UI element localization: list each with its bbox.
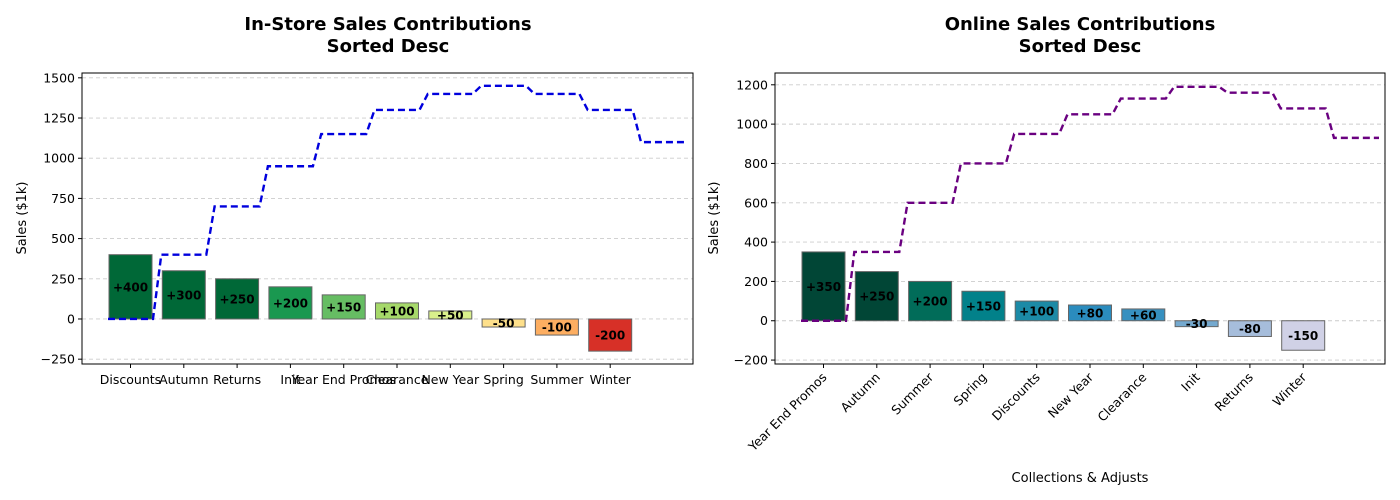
bar-value-label: +400 bbox=[113, 280, 148, 294]
bar bbox=[215, 278, 260, 320]
bar bbox=[108, 254, 153, 320]
bar-value-label: -200 bbox=[595, 329, 625, 343]
x-tick-label: Summer bbox=[530, 372, 584, 387]
x-tick-label: New Year bbox=[421, 372, 480, 387]
y-tick-label: 1200 bbox=[736, 77, 768, 92]
bar bbox=[534, 318, 579, 336]
bar bbox=[908, 280, 953, 322]
y-axis-label: Sales ($1k) bbox=[15, 182, 30, 255]
x-tick-label: New Year bbox=[1045, 369, 1097, 421]
bar bbox=[375, 302, 419, 320]
plot-frame bbox=[81, 72, 694, 365]
bar bbox=[1227, 320, 1272, 337]
chart-online: Online Sales Contributions Sorted Desc S… bbox=[707, 14, 1386, 486]
bar bbox=[1281, 320, 1326, 351]
chart-title-line1: In-Store Sales Contributions bbox=[244, 14, 531, 35]
bar-value-label: +150 bbox=[966, 299, 1001, 313]
bar-value-label: -80 bbox=[1239, 322, 1261, 336]
y-tick-label: 1500 bbox=[43, 70, 75, 85]
y-tick-label: 0 bbox=[760, 313, 768, 328]
y-axis-label: Sales ($1k) bbox=[707, 182, 722, 255]
y-tick-label: 500 bbox=[51, 231, 75, 246]
x-tick-label: Summer bbox=[888, 369, 937, 418]
x-tick-label: Discounts bbox=[100, 372, 161, 387]
bar bbox=[428, 310, 473, 320]
x-tick-label: Autumn bbox=[837, 370, 883, 416]
y-tick-label: 750 bbox=[51, 191, 75, 206]
bar bbox=[1121, 308, 1166, 322]
cumulative-step-line bbox=[108, 84, 686, 321]
y-tick-label: 250 bbox=[51, 271, 75, 286]
x-tick-label: Clearance bbox=[366, 372, 429, 387]
x-tick-label: Init bbox=[280, 372, 300, 387]
x-tick-label: Spring bbox=[950, 370, 989, 409]
y-tick-label: −200 bbox=[734, 353, 768, 368]
bar bbox=[268, 286, 313, 320]
x-axis-label: Collections & Adjusts bbox=[1012, 471, 1149, 486]
bar-value-label: +50 bbox=[437, 308, 464, 322]
chart-in-store: In-Store Sales Contributions Sorted Desc… bbox=[15, 14, 694, 387]
x-tick-label: Spring bbox=[483, 372, 523, 387]
bar bbox=[588, 318, 633, 352]
x-tick-label: Winter bbox=[1270, 369, 1310, 409]
bar bbox=[161, 270, 206, 320]
y-tick-label: 1000 bbox=[736, 117, 768, 132]
x-tick-label: Returns bbox=[1211, 370, 1256, 415]
bar-value-label: +80 bbox=[1077, 306, 1104, 320]
y-tick-label: 1000 bbox=[43, 151, 75, 166]
bar bbox=[481, 318, 526, 328]
bar-value-label: +100 bbox=[379, 304, 414, 318]
bar-value-label: +100 bbox=[1019, 304, 1054, 318]
chart-title-line1: Online Sales Contributions bbox=[945, 14, 1216, 35]
chart-title-line2: Sorted Desc bbox=[1019, 36, 1142, 57]
bar-value-label: +200 bbox=[273, 296, 308, 310]
bar-value-label: -30 bbox=[1186, 317, 1208, 331]
bar-value-label: +350 bbox=[806, 280, 841, 294]
chart-title-line2: Sorted Desc bbox=[327, 36, 450, 57]
bar-value-label: +60 bbox=[1130, 308, 1157, 322]
x-tick-label: Discounts bbox=[989, 370, 1043, 424]
bar bbox=[854, 271, 899, 322]
bar bbox=[321, 294, 366, 320]
x-tick-label: Init bbox=[1178, 369, 1203, 394]
x-tick-label: Year End Promos bbox=[291, 372, 396, 387]
bar-value-label: -100 bbox=[542, 321, 572, 335]
x-tick-label: Returns bbox=[213, 372, 261, 387]
y-tick-label: 1250 bbox=[43, 111, 75, 126]
x-tick-label: Winter bbox=[590, 372, 632, 387]
bar bbox=[801, 251, 846, 322]
bar-value-label: +150 bbox=[326, 300, 361, 314]
bar-value-label: +250 bbox=[859, 290, 894, 304]
bar bbox=[1014, 300, 1059, 322]
y-tick-label: −250 bbox=[41, 352, 75, 367]
bar-value-label: +250 bbox=[220, 292, 255, 306]
y-tick-label: 800 bbox=[744, 156, 768, 171]
bar bbox=[1174, 320, 1219, 328]
bar bbox=[1068, 304, 1112, 322]
y-tick-label: 400 bbox=[744, 235, 768, 250]
y-tick-label: 600 bbox=[744, 195, 768, 210]
bar-value-label: -50 bbox=[493, 317, 515, 331]
x-tick-label: Clearance bbox=[1094, 369, 1149, 424]
bar-value-label: -150 bbox=[1288, 329, 1318, 343]
bar-value-label: +300 bbox=[166, 288, 201, 302]
x-tick-label: Autumn bbox=[159, 372, 208, 387]
y-tick-label: 0 bbox=[67, 311, 75, 326]
y-tick-label: 200 bbox=[744, 274, 768, 289]
plot-frame bbox=[774, 72, 1386, 365]
bar bbox=[961, 290, 1006, 322]
x-tick-label: Year End Promos bbox=[745, 370, 830, 455]
bar-value-label: +200 bbox=[913, 295, 948, 309]
